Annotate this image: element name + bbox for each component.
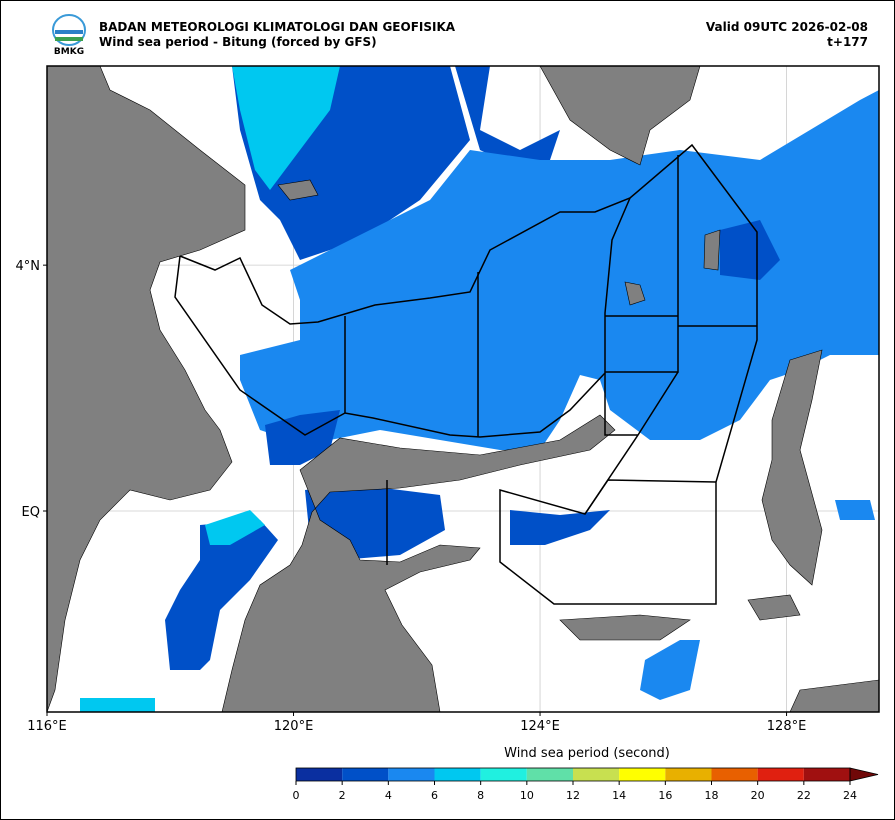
colorbar-tick-label: 8 — [477, 789, 484, 802]
field-dark — [165, 520, 278, 670]
colorbar-swatch — [342, 768, 389, 781]
lon-tick-label: 116°E — [27, 719, 67, 734]
borneo — [47, 66, 246, 712]
zone-line — [174, 197, 631, 438]
colorbar-tick-label: 24 — [843, 789, 857, 802]
logo: BMKG — [52, 14, 86, 57]
zone-line — [344, 155, 757, 565]
mindanao — [539, 66, 701, 166]
field-medium — [640, 640, 700, 700]
field-dark — [510, 510, 610, 545]
title: BADAN METEOROLOGI KLIMATOLOGI DAN GEOFIS… — [99, 20, 456, 34]
colorbar-tick-label: 20 — [751, 789, 765, 802]
colorbar-tick-label: 12 — [566, 789, 580, 802]
field-dark — [265, 410, 340, 465]
island — [747, 594, 801, 621]
colorbar-swatch — [480, 768, 527, 781]
island — [277, 179, 319, 201]
map-frame — [46, 65, 880, 713]
island — [789, 679, 879, 712]
logo-stripe — [55, 37, 83, 41]
colorbar-tick-label: 6 — [431, 789, 438, 802]
colorbar-swatch — [757, 768, 804, 781]
lon-tick-label: 124°E — [520, 719, 560, 734]
lead-time: t+177 — [827, 35, 868, 49]
colorbar-label: Wind sea period (second) — [504, 746, 670, 761]
valid-time: Valid 09UTC 2026-02-08 — [706, 20, 868, 34]
sulawesi — [221, 414, 616, 712]
colorbar-tick-label: 2 — [339, 789, 346, 802]
colorbar-swatch — [388, 768, 435, 781]
island — [559, 614, 691, 641]
lon-tick-label: 120°E — [274, 719, 314, 734]
colorbar-swatch — [803, 768, 850, 781]
zone-line — [179, 143, 758, 605]
colorbar-tick-label: 0 — [293, 789, 300, 802]
map-area — [47, 66, 879, 712]
colorbar-tick-label: 18 — [705, 789, 719, 802]
land — [47, 66, 879, 712]
colorbar-tick-label: 22 — [797, 789, 811, 802]
colorbar-tick-label: 16 — [658, 789, 672, 802]
colorbar-tick-label: 10 — [520, 789, 534, 802]
field-cyan — [205, 510, 265, 545]
island — [703, 229, 721, 271]
logo-stripe — [55, 30, 83, 34]
field-cyan — [232, 66, 340, 190]
colorbar-swatch — [434, 768, 481, 781]
colorbar-swatch — [526, 768, 573, 781]
colorbar-swatch — [665, 768, 712, 781]
halmahera — [761, 349, 823, 586]
colorbar-tick-label: 4 — [385, 789, 392, 802]
colorbar-swatch — [573, 768, 620, 781]
zone-boundaries — [174, 143, 758, 605]
logo-text: BMKG — [54, 47, 84, 57]
colorbar-tick-label: 14 — [612, 789, 626, 802]
field-medium — [835, 500, 875, 520]
lat-tick-label: EQ — [22, 505, 40, 520]
colorbar-swatch — [296, 768, 343, 781]
field-dark — [455, 66, 560, 190]
lat-tick-label: 4°N — [16, 259, 41, 274]
island — [624, 281, 646, 306]
subtitle: Wind sea period - Bitung (forced by GFS) — [99, 35, 377, 49]
field-cyan — [80, 698, 155, 712]
field-medium — [240, 90, 879, 450]
colorbar-swatch — [711, 768, 758, 781]
colorbar-swatch — [619, 768, 666, 781]
field-dark — [720, 220, 780, 280]
lon-tick-label: 128°E — [767, 719, 807, 734]
